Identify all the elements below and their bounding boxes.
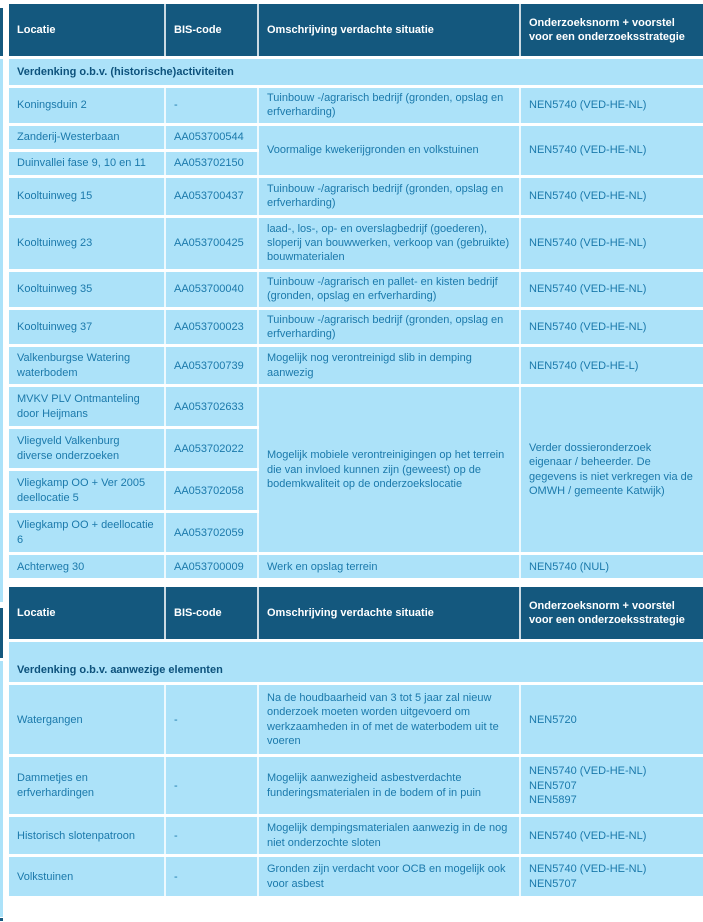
norm-cell: NEN5740 (VED-HE-NL) NEN5707 <box>519 854 703 900</box>
column-header-onderzoeksnorm: Onderzoeksnorm + voorstel voor een onder… <box>519 587 703 643</box>
location-cell: Zanderij-Westerbaan <box>9 122 166 152</box>
column-header-bis-code: BIS-code <box>164 4 259 59</box>
table-row: Vliegkamp OO + deellocatie 6 AA053702059 <box>9 510 703 556</box>
norm-cell: NEN5740 (VED-HE-NL) <box>519 814 703 858</box>
document-page: Locatie BIS-code Omschrijving verdachte … <box>0 4 703 922</box>
bis-code-cell: AA053702058 <box>164 468 258 514</box>
header-row: Locatie BIS-code Omschrijving verdachte … <box>9 587 703 643</box>
bis-code-cell: - <box>164 754 259 818</box>
location-cell: Historisch slotenpatroon <box>9 814 166 858</box>
section-row: Verdenking o.b.v. aanwezige elementen <box>9 639 703 686</box>
table-row: Vliegveld Valkenburg diverse onderzoeken… <box>9 426 703 472</box>
location-cell: Kooltuinweg 23 <box>9 214 166 272</box>
table-row: Kooltuinweg 23 AA053700425 laad-, los-, op… <box>9 214 703 272</box>
location-cell: Kooltuinweg 35 <box>9 268 166 310</box>
norm-cell: NEN5740 (VED-HE-NL) <box>519 174 703 218</box>
page-edge-artifact <box>0 918 3 921</box>
description-cell: Tuinbouw -/agrarisch bedrijf (gronden, o… <box>257 174 521 218</box>
table-row: Achterweg 30 AA053700009 Werk en opslag te… <box>9 552 703 582</box>
norm-cell: NEN5740 (VED-HE-NL) <box>519 306 703 348</box>
location-cell: Vliegkamp OO + deellocatie 6 <box>9 510 166 556</box>
bis-code-cell: AA053702022 <box>164 426 258 472</box>
location-cell: Watergangen <box>9 682 166 758</box>
bis-code-cell: AA053702059 <box>164 510 258 556</box>
description-cell: Mogelijk dempingsmaterialen aanwezig in … <box>257 814 521 858</box>
column-header-locatie: Locatie <box>9 4 166 59</box>
bis-code-cell: AA053700425 <box>164 214 259 272</box>
norm-cell: Verder dossieronderzoek eigenaar / behee… <box>519 384 703 556</box>
description-cell: laad-, los-, op- en overslagbedrijf (goe… <box>257 214 521 272</box>
column-header-omschrijving: Omschrijving verdachte situatie <box>257 4 521 59</box>
column-header-omschrijving: Omschrijving verdachte situatie <box>257 587 521 643</box>
norm-cell: NEN5740 (VED-HE-NL) NEN5707 NEN5897 <box>519 754 703 818</box>
norm-cell: NEN5740 (VED-HE-NL) <box>519 122 703 178</box>
location-cell: Kooltuinweg 15 <box>9 174 166 218</box>
location-cell: Volkstuinen <box>9 854 166 900</box>
header-row: Locatie BIS-code Omschrijving verdachte … <box>9 4 703 59</box>
section-title: Verdenking o.b.v. aanwezige elementen <box>9 639 703 686</box>
table-row: Historisch slotenpatroon - Mogelijk dempin… <box>9 814 703 858</box>
bis-code-cell: AA053702150 <box>164 148 258 178</box>
column-header-onderzoeksnorm: Onderzoeksnorm + voorstel voor een onder… <box>519 4 703 59</box>
table-row: Valkenburgse Watering waterbodem AA053700… <box>9 344 703 388</box>
description-cell: Mogelijk aanwezigheid asbestverdachte fu… <box>257 754 521 818</box>
location-cell: Duinvallei fase 9, 10 en 11 <box>9 148 166 178</box>
norm-cell: NEN5740 (VED-HE-NL) <box>519 268 703 310</box>
location-cell: Vliegkamp OO + Ver 2005 deellocatie 5 <box>9 468 166 514</box>
table-row: Kooltuinweg 15 AA053700437 Tuinbouw -/agra… <box>9 174 703 218</box>
section-title: Verdenking o.b.v. (historische)activitei… <box>9 56 703 88</box>
location-cell: Koningsduin 2 <box>9 85 166 126</box>
location-cell: Kooltuinweg 37 <box>9 306 166 348</box>
description-cell: Na de houdbaarheid van 3 tot 5 jaar zal … <box>257 682 521 758</box>
table-row: Duinvallei fase 9, 10 en 11 AA053702150 <box>9 148 703 178</box>
bis-code-cell: AA053700009 <box>164 552 259 582</box>
bis-code-cell: AA053702633 <box>164 384 259 430</box>
page-edge-header-strip <box>0 608 3 658</box>
location-cell: Dammetjes en erfverhardingen <box>9 754 166 818</box>
table-row: Koningsduin 2- Tuinbouw -/agrarisch bedri… <box>9 85 703 126</box>
table-row: Watergangen - Na de houdbaarheid van 3 tot… <box>9 682 703 758</box>
page-edge-body-strip <box>0 661 3 917</box>
section-row: Verdenking o.b.v. (historische)activitei… <box>9 56 703 88</box>
norm-cell: NEN5740 (VED-HE-L) <box>519 344 703 388</box>
table-row: Kooltuinweg 35 AA053700040 Tuinbouw -/agra… <box>9 268 703 310</box>
description-cell: Voormalige kwekerijgronden en volkstuine… <box>257 122 521 178</box>
location-cell: MVKV PLV Ontmanteling door Heijmans <box>9 384 166 430</box>
table-row: MVKV PLV Ontmanteling door Heijmans AA053… <box>9 384 703 556</box>
bis-code-cell: AA053700739 <box>164 344 259 388</box>
norm-cell: NEN5720 <box>519 682 703 758</box>
bis-code-cell: AA053700437 <box>164 174 259 218</box>
table-row: Vliegkamp OO + Ver 2005 deellocatie 5 AA0… <box>9 468 703 514</box>
table-row: Volkstuinen - Gronden zijn verdacht voor O… <box>9 854 703 900</box>
column-header-bis-code: BIS-code <box>164 587 259 643</box>
location-cell: Achterweg 30 <box>9 552 166 582</box>
page-edge-header-strip <box>0 8 3 56</box>
description-cell: Werk en opslag terrein <box>257 552 521 582</box>
historic-activities-table: Locatie BIS-code Omschrijving verdachte … <box>9 4 703 582</box>
description-cell: Mogelijk nog verontreinigd slib in dempi… <box>257 344 521 388</box>
table-row: Zanderij-Westerbaan AA053700544 Voormalige… <box>9 122 703 178</box>
description-cell: Tuinbouw -/agrarisch en pallet- en kiste… <box>257 268 521 310</box>
bis-code-cell: - <box>164 682 259 758</box>
bis-code-cell: AA053700023 <box>164 306 259 348</box>
column-header-locatie: Locatie <box>9 587 166 643</box>
table-row: Kooltuinweg 37 AA053700023 Tuinbouw -/agra… <box>9 306 703 348</box>
description-cell: Mogelijk mobiele verontreinigingen op he… <box>257 384 521 556</box>
bis-code-cell: - <box>164 854 259 900</box>
bis-code-cell: - <box>164 814 259 858</box>
norm-cell: NEN5740 (VED-HE-NL) <box>519 214 703 272</box>
page-edge-body-strip <box>0 59 3 602</box>
present-elements-table: Locatie BIS-code Omschrijving verdachte … <box>9 587 703 900</box>
location-cell: Valkenburgse Watering waterbodem <box>9 344 166 388</box>
description-cell: Tuinbouw -/agrarisch bedrijf (gronden, o… <box>257 306 521 348</box>
description-cell: Tuinbouw -/agrarisch bedrijf (gronden, o… <box>257 85 521 126</box>
norm-cell: NEN5740 (NUL) <box>519 552 703 582</box>
description-cell: Gronden zijn verdacht voor OCB en mogeli… <box>257 854 521 900</box>
table-row: Dammetjes en erfverhardingen - Mogelijk aa… <box>9 754 703 818</box>
location-cell: Vliegveld Valkenburg diverse onderzoeken <box>9 426 166 472</box>
bis-code-cell: AA053700040 <box>164 268 259 310</box>
bis-code-cell: AA053700544 <box>164 122 259 152</box>
norm-cell: NEN5740 (VED-HE-NL) <box>519 85 703 126</box>
bis-code-cell: - <box>164 85 259 126</box>
